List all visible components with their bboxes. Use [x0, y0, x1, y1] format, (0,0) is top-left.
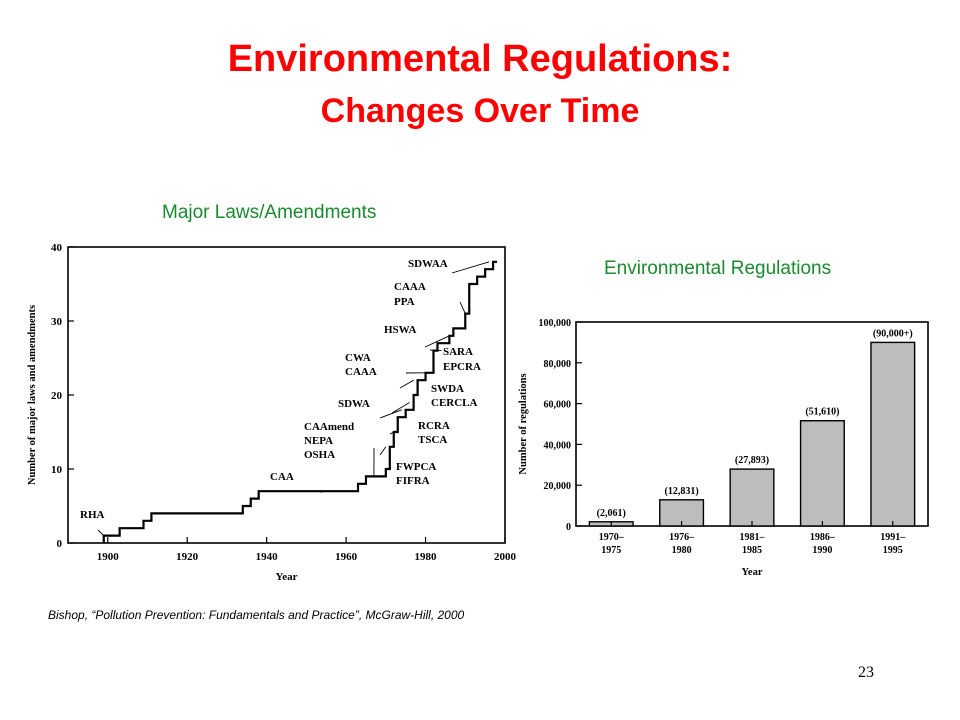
- slide-title-line2: Changes Over Time: [320, 92, 640, 130]
- annotation-osha: OSHA: [304, 449, 335, 461]
- x-tick-label: 1980: [415, 551, 438, 563]
- annotation-leader: [379, 446, 387, 456]
- annotation-swda: SWDA: [431, 383, 464, 395]
- x-axis-label: Year: [742, 567, 763, 578]
- annotation-rha: RHA: [80, 509, 105, 521]
- annotation-cercla: CERCLA: [431, 397, 478, 409]
- x-tick-label: 1900: [97, 551, 120, 563]
- bar-value-label: (90,000+): [873, 328, 913, 339]
- bar-value-label: (2,061): [597, 508, 626, 519]
- annotation-leader: [459, 301, 466, 314]
- y-tick-label: 40: [51, 242, 63, 254]
- citation: Bishop, “Pollution Prevention: Fundament…: [48, 608, 465, 622]
- y-tick-label: 0: [566, 522, 571, 533]
- y-tick-label: 80,000: [544, 359, 572, 370]
- annotation-fwpca: FWPCA: [396, 461, 436, 473]
- bar-5: [870, 341, 916, 527]
- annotation-leader: [399, 379, 414, 389]
- annotation-leader: [424, 335, 450, 348]
- x-tick-label: 1990: [812, 545, 832, 556]
- x-axis-label: Year: [276, 571, 298, 583]
- x-tick-label: 1940: [256, 551, 279, 563]
- x-tick-label: 1991–: [880, 532, 906, 543]
- y-tick-label: 100,000: [539, 318, 572, 329]
- annotation-nepa: NEPA: [304, 435, 333, 447]
- x-tick-label: 1985: [742, 545, 762, 556]
- regulations-bar-chart: 0 20,000 40,000 60,000 80,000 100,000 Number o…: [518, 318, 929, 578]
- annotation-leader: [319, 490, 327, 493]
- y-tick-label: 20: [51, 390, 63, 402]
- annotation-fifra: FIFRA: [396, 475, 430, 487]
- y-axis-label: Number of major laws and amendments: [27, 305, 38, 485]
- annotation-epcra: EPCRA: [443, 361, 481, 373]
- x-tick-label: 1995: [883, 545, 903, 556]
- annotation-ppa: PPA: [394, 296, 415, 308]
- annotation-leader: [429, 349, 442, 352]
- plot-frame: [67, 246, 506, 544]
- bar-4: [799, 420, 845, 527]
- bar-value-label: (51,610): [805, 407, 839, 418]
- annotation-leader: [391, 402, 410, 414]
- annotation-rcra: RCRA: [418, 420, 450, 432]
- annotation-cwa: CWA: [345, 352, 371, 364]
- x-tick-label: 1970–: [599, 532, 625, 543]
- page-number: 23: [858, 664, 874, 681]
- x-tick-label: 1975: [601, 545, 621, 556]
- bar-value-label: (27,893): [735, 455, 769, 466]
- annotation-caaa: CAAA: [345, 366, 377, 378]
- annotation-hswa: HSWA: [384, 324, 416, 336]
- x-tick-label: 1980: [672, 545, 692, 556]
- laws-step-chart: 1900 1920 1940 1960 1980 2000 0 10 20 30 40 Year Num…: [27, 242, 517, 583]
- annotation-leader: [451, 261, 490, 274]
- annotation-caaa: CAAA: [394, 281, 426, 293]
- annotation-leader: [389, 431, 394, 435]
- y-tick-label: 40,000: [544, 440, 572, 451]
- x-tick-label: 1986–: [810, 532, 836, 543]
- annotation-tsca: TSCA: [418, 434, 447, 446]
- y-axis-label: Number of regulations: [518, 373, 529, 474]
- y-tick-label: 0: [57, 538, 63, 550]
- y-tick-label: 30: [51, 316, 63, 328]
- annotation-sara: SARA: [443, 346, 473, 358]
- x-tick-label: 1960: [335, 551, 358, 563]
- x-tick-label: 1976–: [669, 532, 695, 543]
- slide-title-line1: Environmental Regulations:: [227, 38, 733, 80]
- x-tick-label: 2000: [494, 551, 517, 563]
- x-tick-label: 1981–: [740, 532, 766, 543]
- laws-step-line: [102, 260, 498, 543]
- bar-value-label: (12,831): [665, 486, 699, 497]
- bar-3: [729, 468, 775, 527]
- annotation-caamend: CAAmend: [304, 421, 354, 433]
- left-chart-subtitle: Major Laws/Amendments: [162, 202, 377, 223]
- annotation-sdwa: SDWA: [338, 398, 370, 410]
- y-tick-label: 60,000: [544, 400, 572, 411]
- annotation-leader: [379, 409, 402, 419]
- right-chart-subtitle: Environmental Regulations: [604, 258, 832, 279]
- y-tick-label: 10: [51, 464, 63, 476]
- y-tick-label: 20,000: [544, 481, 572, 492]
- annotation-leader: [97, 529, 105, 536]
- x-tick-label: 1920: [176, 551, 199, 563]
- annotation-sdwaa: SDWAA: [408, 258, 448, 270]
- annotation-caa: CAA: [270, 471, 294, 483]
